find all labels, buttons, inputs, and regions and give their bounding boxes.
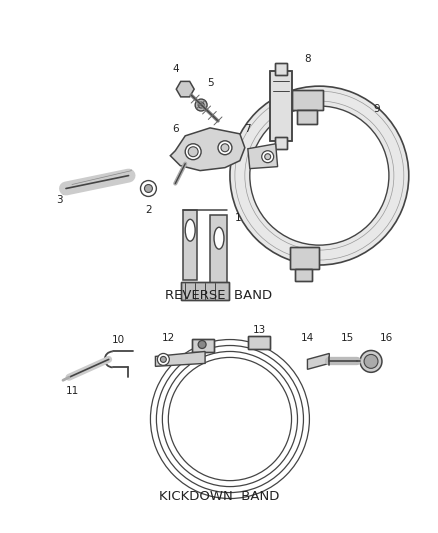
Circle shape [265, 154, 271, 160]
Text: KICKDOWN  BAND: KICKDOWN BAND [159, 490, 279, 503]
Text: 10: 10 [112, 335, 125, 344]
Text: 2: 2 [145, 205, 152, 215]
Bar [294, 269, 312, 281]
Polygon shape [210, 215, 227, 285]
Ellipse shape [62, 183, 70, 194]
Text: 1: 1 [235, 213, 241, 223]
Circle shape [185, 144, 201, 160]
Bar [290, 247, 319, 269]
Bar [294, 269, 312, 281]
Polygon shape [183, 211, 197, 280]
Ellipse shape [214, 227, 224, 249]
Text: 14: 14 [301, 333, 314, 343]
Polygon shape [176, 82, 194, 97]
Text: 8: 8 [304, 54, 311, 64]
Polygon shape [307, 353, 329, 369]
Bar [192, 338, 214, 352]
Bar [270, 71, 292, 141]
Bar [181, 282, 229, 300]
Bar [181, 282, 229, 300]
Text: 16: 16 [380, 333, 394, 343]
Bar [290, 247, 319, 269]
Bar [275, 63, 286, 75]
Ellipse shape [125, 170, 132, 181]
Text: 6: 6 [172, 124, 179, 134]
Circle shape [157, 353, 170, 365]
Circle shape [262, 151, 274, 163]
Text: REVERSE  BAND: REVERSE BAND [166, 289, 272, 302]
Circle shape [218, 141, 232, 155]
Polygon shape [230, 86, 409, 265]
Bar [248, 336, 270, 350]
Text: 7: 7 [244, 124, 251, 134]
Text: 11: 11 [66, 386, 80, 396]
Circle shape [198, 341, 206, 349]
Circle shape [188, 147, 198, 157]
Bar [292, 90, 323, 110]
Circle shape [160, 357, 166, 362]
Bar [292, 90, 323, 110]
Text: 4: 4 [172, 64, 179, 74]
Text: 9: 9 [374, 104, 380, 114]
Polygon shape [155, 351, 205, 366]
Bar [192, 338, 214, 352]
Circle shape [360, 351, 382, 373]
Text: 12: 12 [162, 333, 175, 343]
Circle shape [195, 99, 207, 111]
Circle shape [221, 144, 229, 152]
Circle shape [141, 181, 156, 197]
Polygon shape [170, 128, 245, 171]
Circle shape [145, 184, 152, 192]
Bar [275, 137, 286, 149]
Bar [297, 110, 318, 124]
Text: 3: 3 [56, 196, 62, 205]
Text: 15: 15 [341, 333, 354, 343]
Ellipse shape [185, 219, 195, 241]
Text: 13: 13 [253, 325, 266, 335]
Polygon shape [248, 144, 278, 168]
Bar [275, 137, 286, 149]
Circle shape [364, 354, 378, 368]
Bar [248, 336, 270, 350]
Bar [297, 110, 318, 124]
Bar [270, 71, 292, 141]
Bar [275, 63, 286, 75]
Text: 5: 5 [207, 78, 213, 88]
